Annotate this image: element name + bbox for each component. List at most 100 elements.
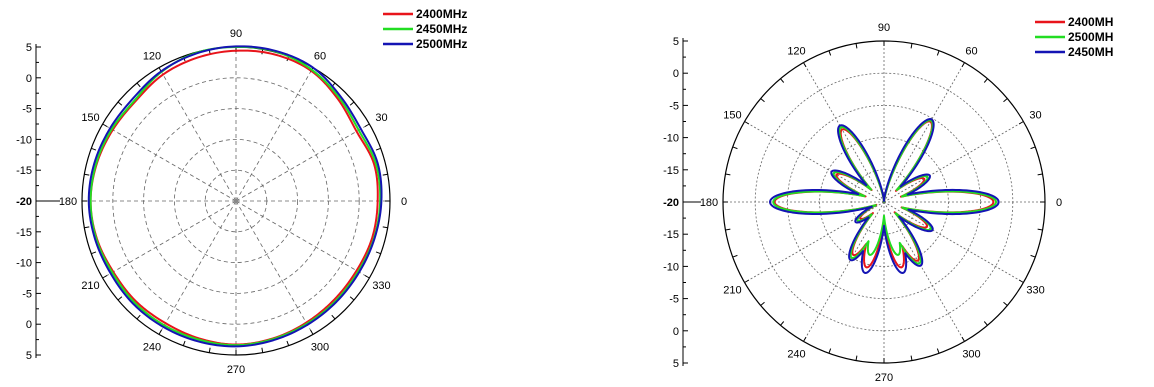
radial-tick-label: -10	[16, 258, 32, 270]
angle-tick-mark	[961, 62, 965, 68]
angle-tick-mark	[936, 348, 940, 354]
grid-spoke	[158, 200, 237, 335]
angle-tick-mark	[780, 321, 785, 326]
angle-tick-mark	[158, 329, 162, 335]
radial-tick-label: 0	[26, 319, 32, 331]
radial-tick-label: -15	[663, 165, 679, 177]
angle-tick-mark	[803, 62, 807, 68]
angle-tick-label: 120	[143, 51, 161, 63]
angle-tick-mark	[117, 296, 123, 301]
legend-label: 2450MHz	[416, 22, 467, 36]
angle-tick-mark	[375, 147, 381, 151]
angle-tick-mark	[1003, 301, 1008, 306]
angle-tick-mark	[732, 146, 738, 150]
grid-spoke	[158, 67, 237, 202]
angle-tick-mark	[349, 101, 355, 106]
angle-tick-mark	[1003, 98, 1008, 103]
angle-tick-label: 270	[875, 372, 893, 384]
grid-spoke	[744, 121, 885, 203]
angle-tick-mark	[310, 329, 314, 335]
angle-tick-mark	[855, 355, 858, 361]
angle-tick-mark	[780, 78, 785, 83]
grid-spoke	[235, 200, 370, 279]
radial-tick-label: -10	[16, 134, 32, 146]
angle-tick-mark	[91, 251, 97, 255]
legend-label: 2400MH	[1068, 15, 1113, 29]
angle-tick-mark	[983, 321, 988, 326]
legend-label: 2400MHz	[416, 7, 467, 21]
radial-tick-label: 0	[673, 68, 679, 80]
angle-tick-mark	[102, 123, 108, 127]
angle-tick-label: 180	[700, 197, 718, 209]
radial-tick-label: -20	[16, 196, 32, 208]
angle-tick-mark	[375, 251, 381, 255]
angle-tick-mark	[910, 43, 913, 49]
angle-tick-label: 0	[1056, 197, 1062, 209]
center-point	[233, 198, 239, 204]
series-line-2500MHz	[87, 45, 383, 348]
grid-spoke	[235, 200, 314, 335]
grid-spoke	[102, 200, 237, 279]
angle-tick-label: 30	[1029, 110, 1041, 122]
angle-tick-mark	[983, 78, 988, 83]
grid-circle	[173, 138, 298, 263]
grid-spoke	[883, 121, 1024, 203]
angle-tick-mark	[828, 348, 832, 354]
angle-tick-mark	[349, 296, 355, 301]
angle-tick-mark	[136, 82, 141, 88]
angle-tick-label: 210	[81, 280, 99, 292]
angle-tick-mark	[725, 228, 731, 231]
angle-tick-mark	[1037, 228, 1043, 231]
angle-tick-mark	[760, 301, 765, 306]
angle-tick-label: 0	[401, 196, 407, 208]
angle-tick-label: 60	[965, 45, 977, 57]
legend-label: 2500MHz	[416, 37, 467, 51]
angle-tick-mark	[936, 50, 940, 56]
grid-spoke	[102, 123, 237, 202]
grid-spoke	[883, 201, 1024, 283]
angle-tick-mark	[1018, 279, 1024, 283]
angle-tick-label: 300	[962, 349, 980, 361]
series-line-2450MH	[769, 118, 1000, 274]
angle-tick-mark	[1030, 254, 1036, 258]
radial-tick-label: 5	[673, 358, 679, 370]
radial-tick-label: -5	[22, 288, 32, 300]
angle-tick-mark	[910, 355, 913, 361]
angle-tick-mark	[117, 101, 123, 106]
angle-tick-mark	[382, 173, 388, 176]
angle-tick-label: 210	[723, 285, 741, 297]
radial-tick-label: -10	[663, 133, 679, 145]
angle-tick-label: 150	[723, 110, 741, 122]
grid-circle	[112, 77, 360, 325]
radial-tick-label: -20	[663, 197, 679, 209]
angle-tick-label: 240	[787, 349, 805, 361]
angle-tick-label: 60	[314, 51, 326, 63]
radial-tick-label: -15	[16, 227, 32, 239]
angle-tick-mark	[261, 347, 264, 353]
angle-tick-mark	[91, 147, 97, 151]
angle-tick-mark	[364, 123, 370, 127]
angle-tick-mark	[855, 43, 858, 49]
series-line-2400MH	[773, 120, 995, 269]
angle-tick-label: 330	[1026, 285, 1044, 297]
angle-tick-mark	[286, 340, 290, 346]
radial-tick-label: -15	[663, 229, 679, 241]
grid-spoke	[803, 62, 885, 203]
angle-tick-label: 240	[143, 341, 161, 353]
angle-tick-mark	[182, 340, 186, 346]
angle-tick-mark	[1037, 173, 1043, 176]
grid-spoke	[235, 67, 314, 202]
angle-tick-mark	[382, 226, 388, 229]
radial-tick-label: 0	[26, 73, 32, 85]
angle-tick-mark	[744, 279, 750, 283]
grid-spoke	[883, 62, 965, 203]
angle-tick-label: 270	[227, 364, 245, 376]
angle-tick-label: 300	[311, 341, 329, 353]
polar-chart-2: 0 30 60 90 120 150 180 210 240 270 300 330 5 0 -5 -10 -1…	[663, 15, 1113, 384]
angle-tick-mark	[760, 98, 765, 103]
radial-tick-label: 5	[673, 36, 679, 48]
angle-tick-mark	[84, 226, 90, 229]
grid-spoke	[744, 201, 885, 283]
series-line-2500MH	[772, 119, 998, 265]
angle-tick-mark	[208, 347, 211, 353]
